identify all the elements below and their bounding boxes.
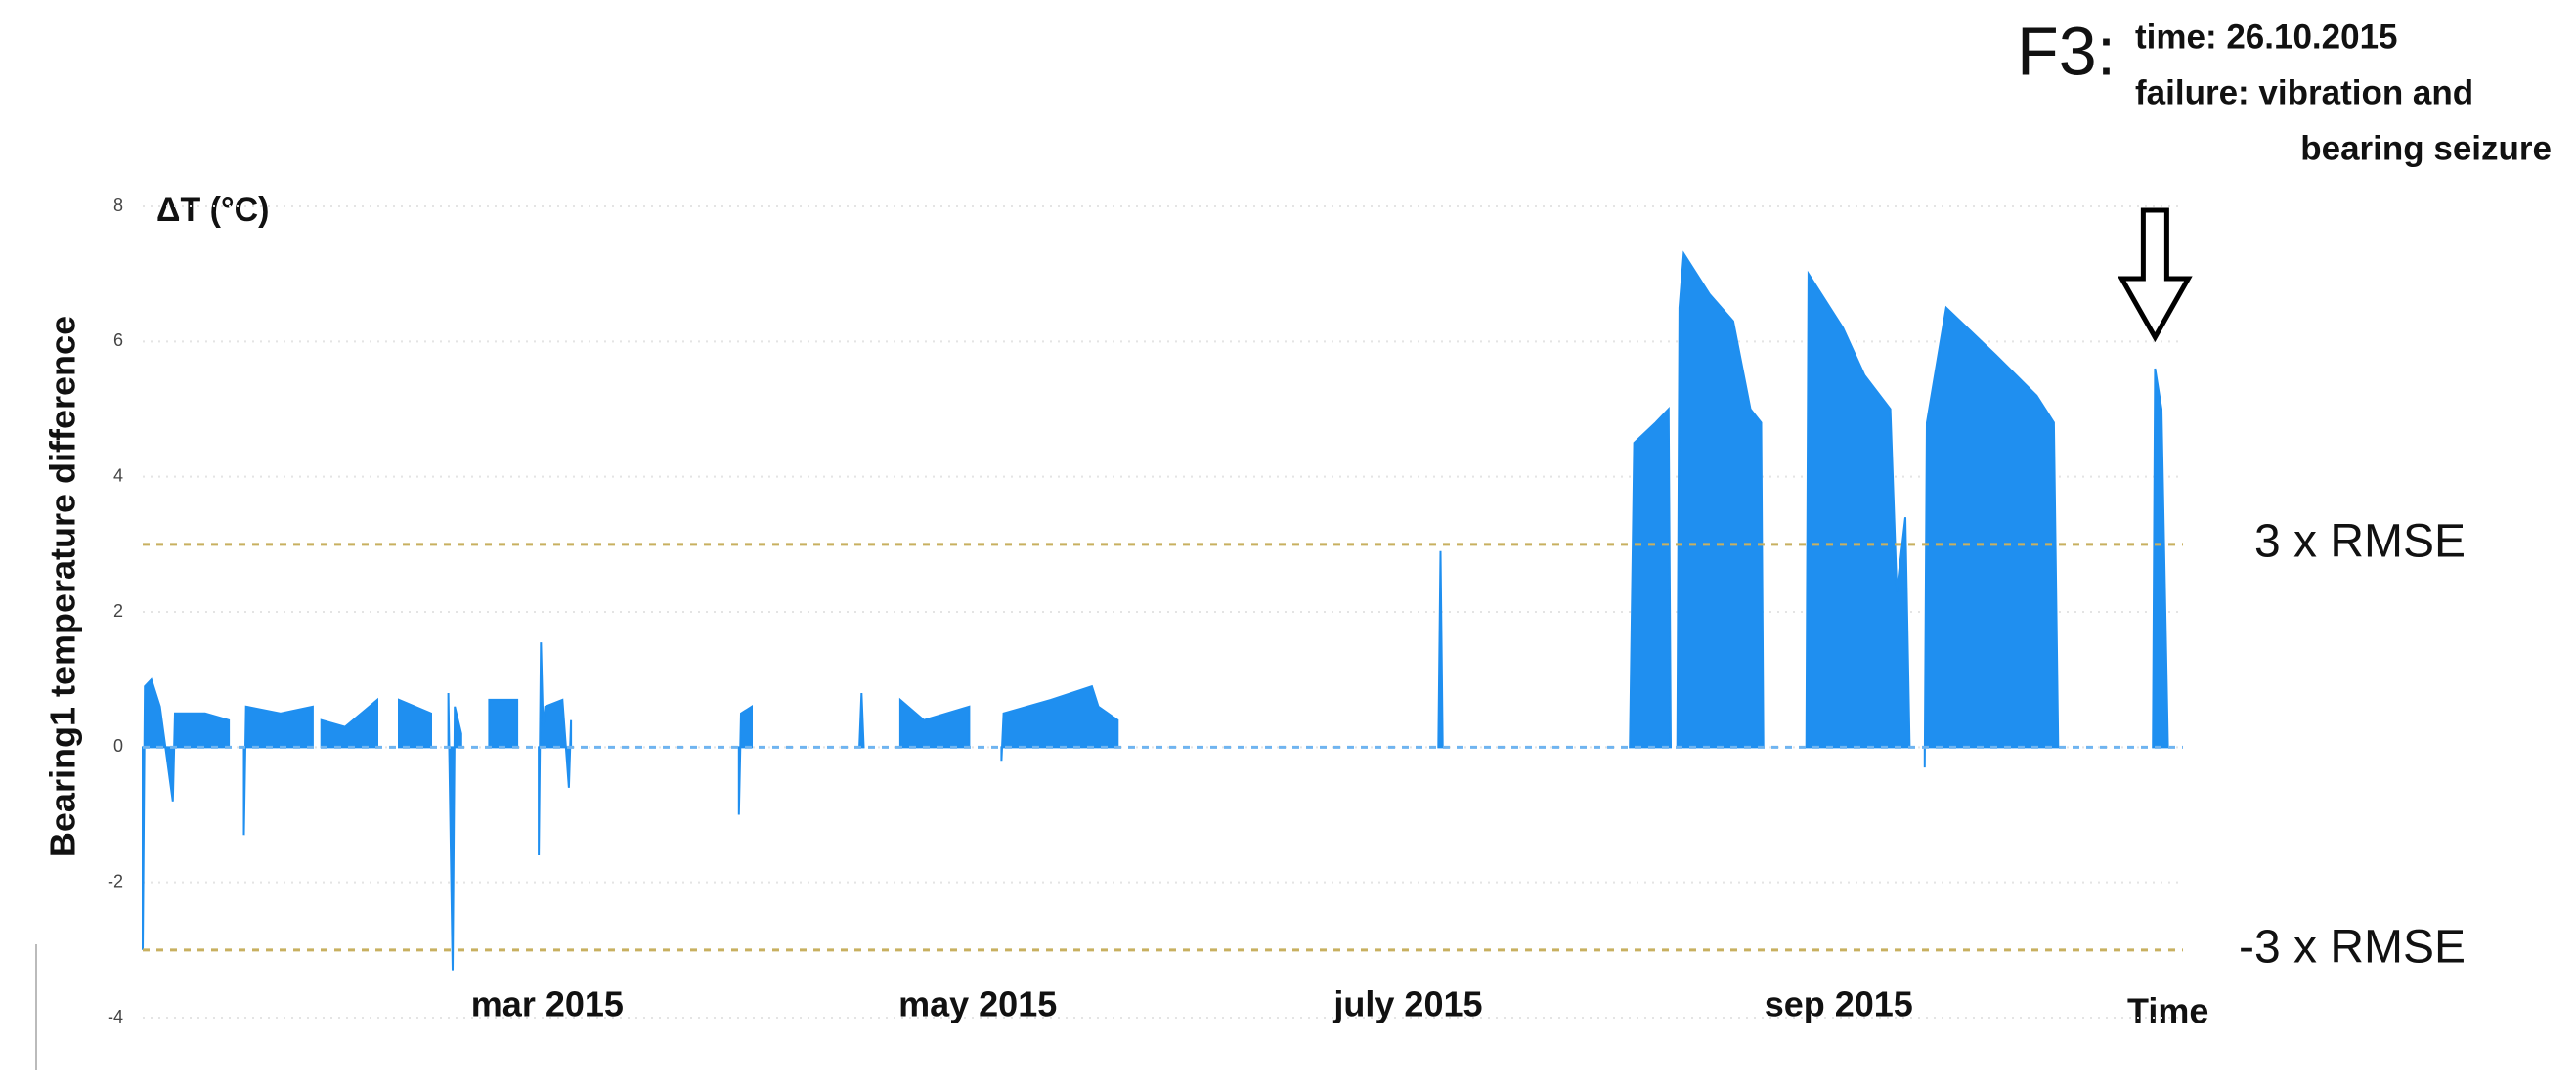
y-tick-label: -4: [108, 1007, 123, 1026]
x-tick-label: sep 2015: [1765, 984, 1913, 1024]
y-tick-label: 2: [113, 601, 123, 621]
x-tick-label: may 2015: [898, 984, 1057, 1024]
x-tick-label: mar 2015: [471, 984, 624, 1024]
annotation-line: failure: vibration and: [2135, 73, 2473, 111]
reference-label: 3 x RMSE: [2254, 516, 2466, 568]
y-tick-label: 0: [113, 736, 123, 756]
annotation-line: time: 26.10.2015: [2135, 18, 2398, 56]
annotation-line: bearing seizure: [2300, 129, 2552, 167]
y-tick-label: -2: [108, 871, 123, 891]
data-area: [142, 250, 2169, 971]
annotation-arrow: [2118, 207, 2193, 343]
y-tick-label: 4: [113, 465, 123, 485]
y-unit-label: ΔT (°C): [156, 192, 269, 229]
x-axis-label: Time: [2127, 991, 2208, 1031]
annotation-tag: F3:: [2017, 13, 2116, 89]
y-tick-label: 8: [113, 196, 123, 215]
y-tick-label: 6: [113, 330, 123, 350]
x-tick-label: july 2015: [1332, 984, 1482, 1024]
y-axis-label: Bearing1 temperature difference: [43, 316, 83, 857]
reference-label: -3 x RMSE: [2239, 922, 2466, 974]
